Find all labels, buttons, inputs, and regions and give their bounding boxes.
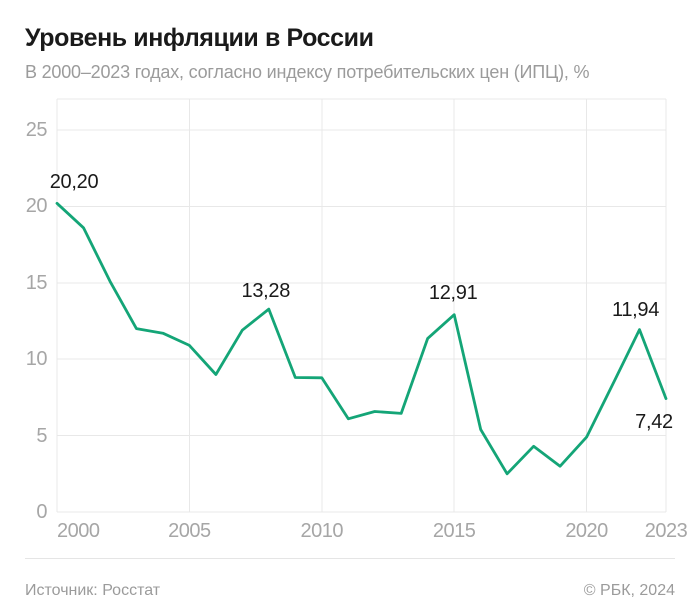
copyright-label: © РБК, 2024 [583,582,675,599]
y-tick-label-0: 0 [36,501,47,523]
x-tick-label-2015: 2015 [432,520,476,542]
y-tick-label-25: 25 [25,119,48,141]
x-tick-label-2010: 2010 [300,520,344,542]
y-tick-label-15: 15 [25,271,48,294]
x-tick-label-2000: 2000 [57,520,100,542]
x-tick-label-2020: 2020 [565,520,608,542]
value-label-2023: 7,42 [635,410,673,433]
x-tick-label-2023: 2023 [644,520,688,542]
y-tick-label-5: 5 [36,424,47,447]
value-label-2015: 12,91 [428,281,478,304]
value-label-2000: 20,20 [49,171,99,194]
source-label: Источник: Росстат [25,582,161,599]
page-subtitle: В 2000–2023 годах, согласно индексу потр… [25,62,590,82]
y-tick-label-20: 20 [25,195,48,218]
value-label-2022: 11,94 [611,298,660,321]
inflation-series-line [55,201,668,476]
page-title: Уровень инфляции в России [25,24,374,52]
value-label-2008: 13,28 [241,280,291,303]
y-tick-label-10: 10 [25,348,48,371]
x-tick-label-2005: 2005 [168,520,211,542]
footer-divider [25,558,675,559]
